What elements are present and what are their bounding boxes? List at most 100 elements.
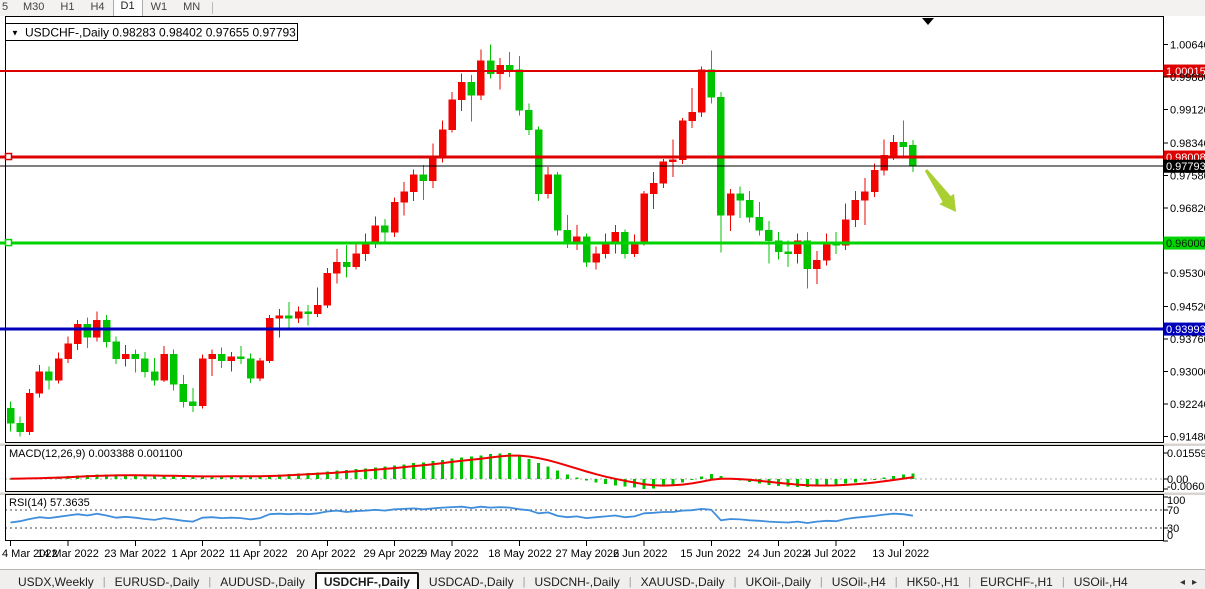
candle [189,387,197,412]
candle [285,302,293,329]
candle [102,315,111,348]
tab-eurusd-daily[interactable]: EURUSD-,Daily [114,575,200,589]
candle [486,44,495,79]
candle [736,186,744,219]
candle [141,351,149,378]
candle [803,231,812,289]
candle [45,366,53,390]
candle [755,201,764,236]
macd-pane: 0.015596 0.00-0.00605 [5,448,1205,493]
tabs-scroll-right-icon[interactable]: ▸ [1191,576,1197,588]
timeframe-5[interactable]: 5 [2,1,9,13]
svg-text:0: 0 [1167,530,1173,542]
svg-text:70: 70 [1167,505,1179,517]
candle [793,233,802,264]
svg-text:24 Jun 2022: 24 Jun 2022 [748,548,809,560]
candle [851,190,860,227]
tab-hk50-h1[interactable]: HK50-,H1 [906,575,960,589]
candle [419,165,428,201]
tab-usdchf-daily[interactable]: USDCHF-,Daily [314,572,419,589]
tabs-scroll-left-icon[interactable]: ◂ [1179,576,1185,588]
symbol-dropdown-icon[interactable]: ▼ [11,29,19,38]
tab-usoil-h4[interactable]: USOil-,H4 [1073,575,1128,589]
timeframe-h4[interactable]: H4 [90,1,105,13]
timeframe-h1[interactable]: H1 [60,1,75,13]
candle [313,287,322,317]
candle [169,349,178,391]
timeframe-mn[interactable]: MN [183,1,201,13]
candle [275,309,284,338]
candle [553,171,562,236]
candles-layer [6,44,917,437]
svg-text:30: 30 [1167,523,1179,535]
candle [525,103,533,136]
tab-scroll-buttons: ◂ ▸ [1180,577,1201,588]
candle [54,352,63,384]
candle [333,249,341,284]
svg-text:11 Apr 2022: 11 Apr 2022 [229,548,288,560]
tab-separator: | [208,576,212,588]
candle [304,304,312,326]
tab-xauusd-daily[interactable]: XAUUSD-,Daily [640,575,725,589]
candle [73,320,82,351]
candle [294,306,303,323]
timeframe-d1[interactable]: D1 [112,0,143,17]
candle [870,163,879,197]
candle [813,250,821,285]
timeframe-w1[interactable]: W1 [150,1,168,13]
candle [381,219,389,244]
candle [534,126,543,202]
tab-usdcad-daily[interactable]: USDCAD-,Daily [428,575,514,589]
tab-eurchf-h1[interactable]: EURCHF-,H1 [980,575,1053,589]
tab-separator: | [102,576,106,588]
pane-separators [0,443,1205,495]
candle [246,353,255,383]
svg-text:0.96000: 0.96000 [1166,238,1205,250]
candle [352,242,360,270]
candle [544,166,552,199]
timeframe-m30[interactable]: M30 [23,1,45,13]
candle [515,56,524,116]
candle [390,197,399,238]
tab-usdcnh-daily[interactable]: USDCNH-,Daily [534,575,620,589]
candle [640,190,648,246]
tab-separator: | [1061,576,1065,588]
tab-separator: | [522,576,526,588]
tab-ukoil-daily[interactable]: UKOil-,Daily [745,575,811,589]
hline-0.98008[interactable] [0,152,1163,161]
candle [217,347,226,369]
toolbar-separator [212,2,214,14]
candle [774,231,783,260]
tab-audusd-daily[interactable]: AUDUSD-,Daily [220,575,305,589]
svg-text:18 May 2022: 18 May 2022 [488,548,552,560]
candle [323,267,332,309]
chart-title-box: ▼ USDCHF-,Daily 0.98283 0.98402 0.97655 … [5,23,298,41]
candle [342,244,351,278]
candle [457,73,466,112]
candle [131,349,140,373]
candle [649,171,658,209]
hline-0.96000[interactable] [0,238,1163,247]
tab-separator: | [894,576,898,588]
candle [505,51,514,77]
svg-text:15 Jun 2022: 15 Jun 2022 [680,548,741,560]
pane-borders [5,16,1164,541]
candle [477,49,485,100]
candle [688,87,696,129]
tab-usdx-weekly[interactable]: USDX,Weekly [18,575,94,589]
tab-usoil-h4[interactable]: USOil-,H4 [831,575,886,589]
candle [697,66,706,118]
candle [745,190,754,223]
candle [400,182,408,216]
annotation-arrow[interactable] [924,169,956,212]
